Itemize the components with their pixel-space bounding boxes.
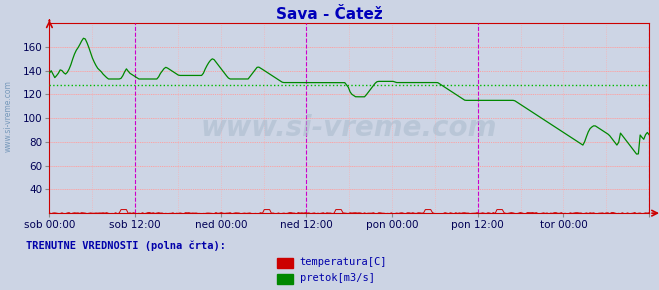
Text: Sava - Čatež: Sava - Čatež bbox=[276, 7, 383, 22]
Text: www.si-vreme.com: www.si-vreme.com bbox=[3, 80, 13, 152]
Text: temperatura[C]: temperatura[C] bbox=[300, 258, 387, 267]
Text: www.si-vreme.com: www.si-vreme.com bbox=[201, 114, 498, 142]
Text: pretok[m3/s]: pretok[m3/s] bbox=[300, 273, 375, 283]
Text: TRENUTNE VREDNOSTI (polna črta):: TRENUTNE VREDNOSTI (polna črta): bbox=[26, 241, 226, 251]
